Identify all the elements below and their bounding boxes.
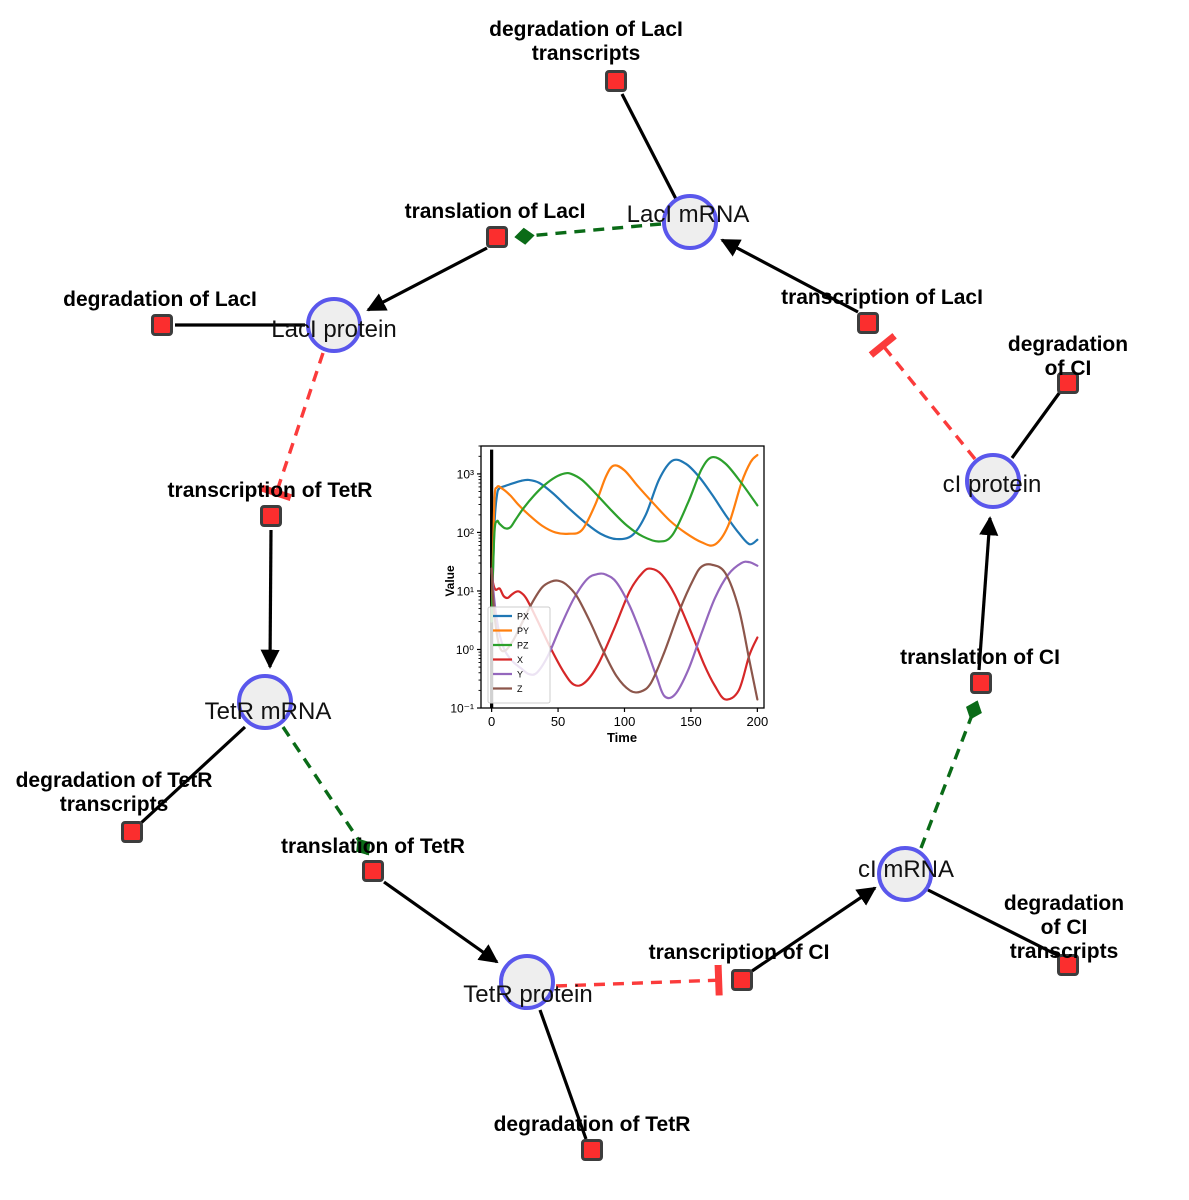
reaction-node-transcription-of-tetR[interactable] [260,505,282,527]
edge-lacI-mrna-to-transl-lacI-catalysis [514,222,662,245]
svg-text:X: X [517,655,523,665]
edge-deg-tetR-to-tetR-protein [538,1009,588,1140]
species-node-tetR-protein[interactable] [499,954,555,1010]
svg-text:Z: Z [517,684,523,694]
edge-cI-protein-inhibits-transcr-lacI [868,333,977,461]
reaction-node-transcription-of-cI[interactable] [731,969,753,991]
edge-deg-cI-to-cI-protein [1010,391,1062,459]
reaction-node-transcription-of-lacI[interactable] [857,312,879,334]
species-node-cI-protein[interactable] [965,453,1021,509]
inset-timecourse-plot: 0 50 100 150 200 10⁻¹ 10⁰ 10¹ 10² 10³ Time Value … [444,436,774,754]
edge-transcr-cI-to-cI-mrna [751,886,877,973]
reaction-node-degradation-of-tetR-transcripts[interactable] [121,821,143,843]
svg-text:10⁰: 10⁰ [456,643,474,657]
reaction-node-translation-of-cI[interactable] [970,672,992,694]
edge-transl-cI-to-cI-protein [977,516,999,671]
edge-group-solid [139,93,1062,1140]
edge-group-catalysis [281,222,982,856]
svg-text:Y: Y [517,670,523,680]
edge-transcr-tetR-to-tetR-mrna [260,529,280,669]
plot-ylabel: Value [444,565,457,597]
edge-transl-tetR-to-tetR-protein [383,880,499,964]
species-node-lacI-mrna[interactable] [662,194,718,250]
plot-legend: PX PY PZ XYZ [487,606,551,704]
species-node-cI-mrna[interactable] [877,846,933,902]
svg-text:150: 150 [680,714,702,729]
edge-tetR-protein-inhibits-transcr-cI [555,964,724,996]
svg-text:10²: 10² [457,526,474,540]
plot-tick-layer: 0 50 100 150 200 10⁻¹ 10⁰ 10¹ 10² 10³ [450,445,769,729]
svg-text:0: 0 [488,714,495,729]
svg-text:10⁻¹: 10⁻¹ [450,702,474,716]
reaction-node-degradation-of-tetR[interactable] [581,1139,603,1161]
svg-text:100: 100 [614,714,636,729]
edge-transl-lacI-to-lacI-protein [366,246,488,312]
svg-text:200: 200 [747,714,769,729]
svg-text:PY: PY [517,626,529,636]
plot-xlabel: Time [607,730,637,745]
svg-text:10³: 10³ [457,467,474,481]
species-node-lacI-protein[interactable] [306,297,362,353]
edge-cI-mrna-to-transl-cI-catalysis [919,700,982,849]
edge-lacI-protein-inhibits-transcr-tetR [260,352,325,502]
svg-text:50: 50 [551,714,565,729]
svg-text:10¹: 10¹ [457,584,474,598]
edge-deg-lacI-transcripts-to-lacI-mrna [620,93,678,200]
edge-tetR-mrna-to-transl-tetR-catalysis [281,726,371,856]
edge-deg-tetR-transcripts-to-tetR-mrna [139,725,247,825]
reaction-node-translation-of-lacI[interactable] [486,226,508,248]
reaction-node-degradation-of-cI[interactable] [1057,372,1079,394]
reaction-node-degradation-of-lacI-transcripts[interactable] [605,70,627,92]
reaction-node-degradation-of-lacI[interactable] [151,314,173,336]
svg-text:PZ: PZ [517,641,529,651]
edge-group-inhibition [260,333,977,996]
reaction-node-degradation-of-cI-transcripts[interactable] [1057,954,1079,976]
edge-transcr-lacI-to-lacI-mrna [720,238,859,314]
edge-deg-cI-transcripts-to-cI-mrna [927,888,1060,958]
svg-text:PX: PX [517,612,529,622]
species-node-tetR-mrna[interactable] [237,674,293,730]
reaction-node-translation-of-tetR[interactable] [362,860,384,882]
